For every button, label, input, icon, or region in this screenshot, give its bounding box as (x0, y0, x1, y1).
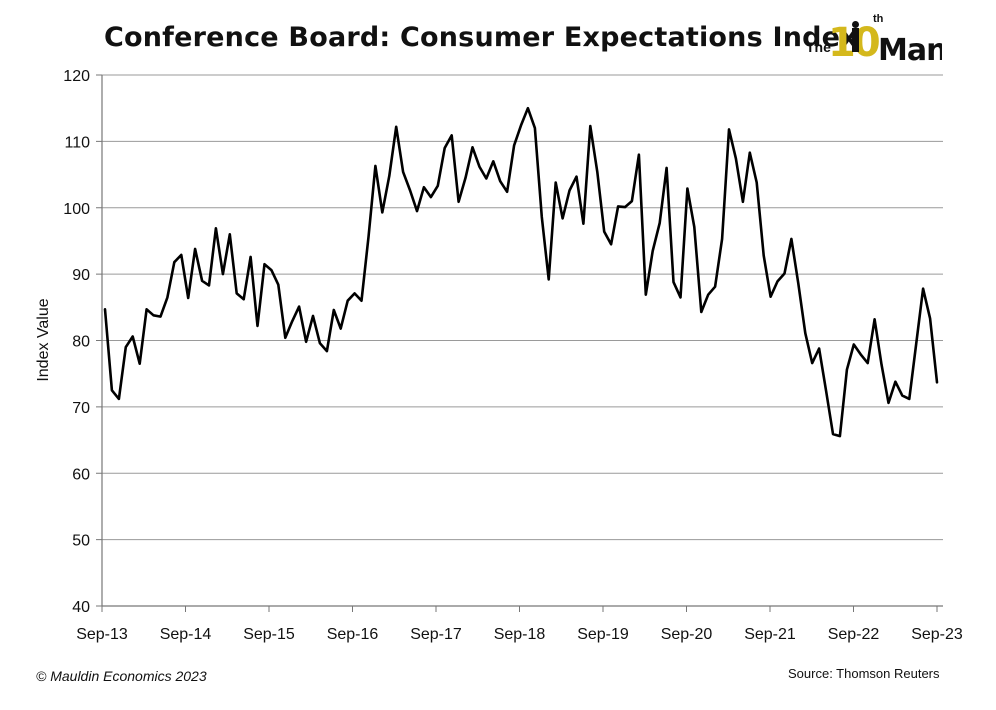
y-axis-label: Index Value (35, 298, 52, 381)
logo-man-text: Man (878, 33, 942, 66)
x-tick-label: Sep-20 (661, 626, 713, 643)
axes (96, 74, 943, 612)
logo-th-text: th (873, 13, 884, 25)
series-group (103, 106, 939, 438)
the-10th-man-logo: The 10 th Man (806, 13, 942, 66)
y-tick-label: 40 (72, 599, 90, 616)
y-tick-label: 80 (72, 334, 90, 351)
x-tick-label: Sep-21 (744, 626, 796, 643)
x-tick-label: Sep-18 (494, 626, 546, 643)
y-tick-labels: 40 50 60 70 80 90 100 110 120 (63, 68, 90, 616)
y-tick-label: 110 (64, 134, 90, 151)
y-tick-label: 90 (72, 267, 90, 284)
y-tick-label: 100 (63, 201, 90, 218)
x-tick-label: Sep-15 (243, 626, 295, 643)
x-tick-label: Sep-17 (410, 626, 462, 643)
x-tick-label: Sep-14 (160, 626, 212, 643)
logo-the-text: The (806, 39, 831, 55)
y-tick-label: 60 (72, 466, 90, 483)
y-tick-label: 70 (72, 400, 90, 417)
series-line (103, 106, 939, 438)
x-tick-label: Sep-23 (911, 626, 963, 643)
x-tick-label: Sep-19 (577, 626, 629, 643)
x-tick-label: Sep-16 (327, 626, 379, 643)
gridlines (102, 74, 943, 541)
y-tick-label: 120 (63, 68, 90, 85)
y-tick-label: 50 (72, 533, 90, 550)
copyright-text: © Mauldin Economics 2023 (36, 668, 207, 684)
x-tick-label: Sep-22 (828, 626, 880, 643)
x-tick-label: Sep-13 (76, 626, 128, 643)
x-tick-labels: Sep-13 Sep-14 Sep-15 Sep-16 Sep-17 Sep-18 Sep-… (76, 626, 963, 643)
chart-title: Conference Board: Consumer Expectations … (104, 22, 858, 53)
logo-figure-head-icon (852, 21, 859, 28)
logo-figure-icon (852, 28, 859, 52)
source-text: Source: Thomson Reuters (788, 666, 940, 681)
